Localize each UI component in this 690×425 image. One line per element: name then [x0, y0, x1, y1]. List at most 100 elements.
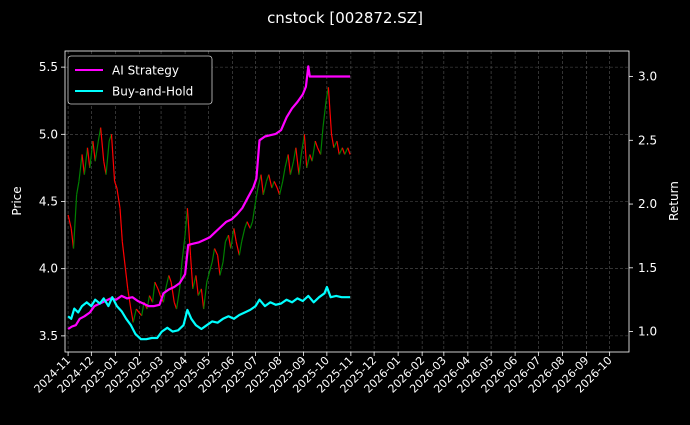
y-right-tick-label: 1.0	[638, 325, 657, 339]
price-segment	[314, 140, 319, 148]
y-right-tick-label: 2.5	[638, 133, 657, 147]
y-right-tick-label: 3.0	[638, 70, 657, 84]
price-segment	[333, 140, 338, 149]
y-left-tick-label: 4.5	[39, 195, 58, 209]
price-segment	[192, 275, 197, 289]
price-segment	[246, 221, 251, 229]
price-segment	[224, 234, 230, 243]
y-left-tick-label: 3.5	[39, 329, 58, 343]
price-segment	[233, 228, 237, 242]
price-segment	[151, 282, 156, 303]
price-segment	[89, 140, 94, 168]
price-segment	[295, 147, 300, 175]
price-segment	[181, 235, 186, 263]
price-segment	[170, 282, 175, 303]
price-segment	[227, 234, 232, 249]
price-segment	[344, 147, 349, 155]
price-segment	[265, 174, 270, 182]
price-segment	[148, 295, 154, 303]
y-axis-left: 3.5 4.0 4.5 5.0 5.5	[39, 60, 65, 343]
price-segment	[249, 221, 254, 229]
price-segment	[184, 208, 189, 236]
price-segment	[268, 174, 273, 189]
price-segment	[76, 181, 80, 195]
price-segment	[219, 261, 224, 276]
price-segment	[279, 181, 284, 195]
price-segment	[251, 201, 257, 222]
price-segment	[336, 140, 340, 155]
price-segment	[298, 154, 302, 175]
price-segment	[244, 221, 248, 229]
price-segment	[78, 154, 83, 182]
y-right-tick-label: 2.0	[638, 197, 657, 211]
price-segment	[238, 241, 243, 256]
price-segment	[168, 275, 172, 283]
price-segment	[179, 261, 183, 289]
price-segment	[110, 134, 116, 182]
price-segment	[132, 308, 137, 323]
price-segment	[94, 140, 99, 162]
price-segment	[175, 288, 181, 310]
chart-title: cnstock [002872.SZ]	[267, 9, 423, 27]
price-segment	[195, 275, 199, 296]
price-segment	[230, 228, 235, 249]
price-segment	[121, 241, 127, 269]
price-segment	[197, 288, 202, 296]
price-segment	[92, 140, 96, 162]
price-series	[67, 87, 351, 323]
price-segment	[130, 308, 134, 323]
price-segment	[327, 87, 333, 135]
price-segment	[116, 187, 121, 209]
price-segment	[146, 295, 151, 310]
price-segment	[276, 187, 281, 195]
price-segment	[320, 127, 324, 155]
y-left-tick-label: 5.0	[39, 127, 58, 141]
price-segment	[317, 147, 322, 155]
price-segment	[241, 228, 246, 242]
y-axis-right-label: Return	[667, 181, 681, 221]
price-segment	[292, 147, 297, 162]
price-segment	[217, 255, 221, 276]
price-segment	[67, 214, 72, 229]
price-segment	[254, 187, 259, 202]
price-segment	[154, 281, 159, 290]
price-segment	[72, 194, 78, 249]
price-segment	[322, 100, 327, 128]
price-segment	[157, 288, 161, 296]
price-segment	[347, 147, 351, 155]
price-segment	[341, 147, 346, 155]
y-left-tick-label: 4.0	[39, 262, 58, 276]
price-segment	[86, 147, 91, 168]
price-segment	[114, 181, 118, 189]
price-segment	[260, 174, 264, 195]
price-segment	[206, 261, 213, 283]
price-segment	[235, 241, 240, 256]
legend-label-buy-and-hold: Buy-and-Hold	[112, 85, 193, 99]
y-axis-left-label: Price	[10, 186, 24, 215]
price-segment	[135, 308, 143, 317]
price-segment	[189, 255, 194, 289]
price-segment	[282, 167, 286, 182]
price-segment	[311, 140, 316, 162]
price-segment	[300, 134, 305, 155]
price-segment	[303, 134, 308, 168]
price-segment	[273, 181, 278, 189]
price-segment	[262, 181, 268, 195]
price-segment	[165, 275, 170, 289]
price-segment	[284, 154, 289, 169]
price-segment	[330, 134, 335, 148]
price-segment	[83, 147, 89, 175]
price-segment	[105, 140, 110, 175]
price-segment	[287, 154, 292, 175]
price-segment	[271, 181, 275, 189]
price-segment	[306, 154, 311, 169]
price-segment	[200, 288, 205, 310]
legend: AI Strategy Buy-and-Hold	[67, 55, 213, 105]
price-segment	[100, 127, 105, 162]
price-segment	[119, 208, 123, 242]
price-segment	[81, 154, 85, 175]
series-line-buy-and-hold	[67, 285, 351, 341]
price-segment	[222, 241, 226, 263]
